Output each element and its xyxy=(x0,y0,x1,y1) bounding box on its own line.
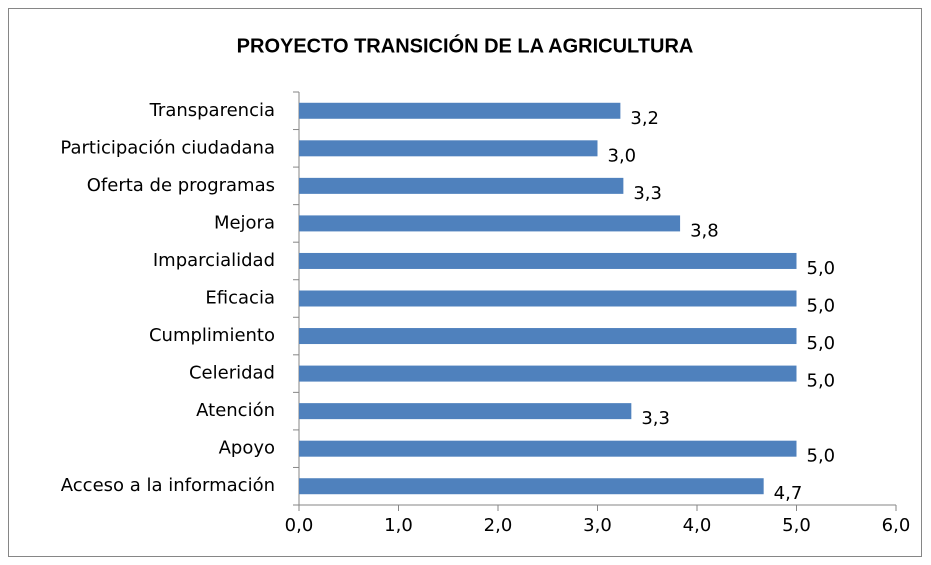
y-tick-label: Participación ciudadana xyxy=(60,137,275,158)
chart-title: PROYECTO TRANSICIÓN DE LA AGRICULTURA xyxy=(237,33,694,57)
value-label: 5,0 xyxy=(807,371,836,392)
bar xyxy=(299,177,624,194)
value-label: 3,3 xyxy=(633,183,662,204)
value-label: 4,7 xyxy=(774,483,803,504)
bar xyxy=(299,215,681,232)
bar xyxy=(299,102,621,119)
value-label: 5,0 xyxy=(807,296,836,317)
y-tick-label: Cumplimiento xyxy=(149,325,275,346)
x-tick-label: 1,0 xyxy=(384,515,413,536)
bar xyxy=(299,365,797,382)
y-tick-label: Imparcialidad xyxy=(153,250,275,271)
y-tick-label: Mejora xyxy=(214,212,275,233)
x-tick-label: 6,0 xyxy=(882,515,911,536)
y-tick-label: Atención xyxy=(196,400,275,421)
x-tick-label: 0,0 xyxy=(285,515,314,536)
x-tick-label: 3,0 xyxy=(583,515,612,536)
bar xyxy=(299,140,598,157)
x-tick-label: 4,0 xyxy=(683,515,712,536)
y-tick-label: Oferta de programas xyxy=(87,175,275,196)
x-tick-label: 2,0 xyxy=(484,515,513,536)
value-label: 5,0 xyxy=(807,333,836,354)
bar xyxy=(299,252,797,269)
value-label: 3,2 xyxy=(630,108,659,129)
value-label: 5,0 xyxy=(807,446,836,467)
bar xyxy=(299,403,632,420)
x-tick-label: 5,0 xyxy=(782,515,811,536)
bar xyxy=(299,328,797,345)
bar xyxy=(299,478,764,495)
value-label: 3,8 xyxy=(690,220,719,241)
chart-border xyxy=(8,8,922,557)
value-label: 3,3 xyxy=(641,408,670,429)
value-label: 3,0 xyxy=(608,145,637,166)
y-tick-label: Celeridad xyxy=(189,363,275,384)
y-tick-label: Acceso a la información xyxy=(61,475,275,496)
y-tick-label: Apoyo xyxy=(219,438,275,459)
bar xyxy=(299,440,797,457)
y-tick-label: Eficacia xyxy=(205,288,275,309)
y-tick-label: Transparencia xyxy=(149,100,275,121)
value-label: 5,0 xyxy=(807,258,836,279)
bar xyxy=(299,290,797,307)
